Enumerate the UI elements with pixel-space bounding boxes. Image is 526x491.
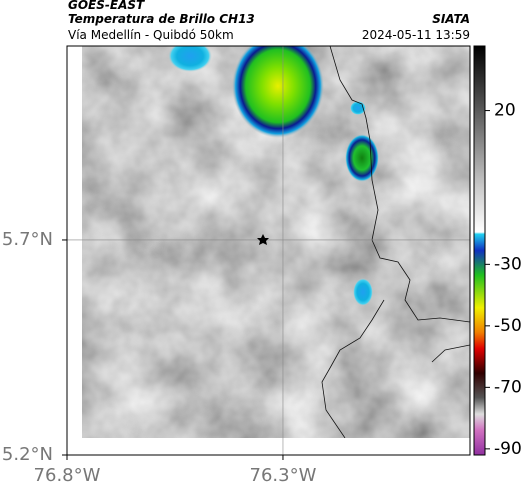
imagery: [82, 46, 470, 438]
border: [321, 299, 385, 438]
region: Vía Medellín - Quibdó 50km: [68, 28, 234, 42]
product: Temperatura de Brillo CH13: [68, 12, 255, 26]
storm-cell: [350, 101, 366, 115]
storm-cell: [168, 46, 212, 72]
border: [431, 344, 470, 363]
colorbar-tick-label: -50: [494, 316, 522, 336]
x-tick-label: 76.3°W: [250, 465, 317, 486]
colorbar: [473, 45, 486, 456]
y-tick-label: 5.7°N: [2, 229, 53, 250]
source: GOES-EAST: [68, 0, 145, 12]
storm-cell: [353, 278, 373, 306]
map-frame: [66, 45, 471, 456]
storm-cell: [345, 134, 379, 182]
colorbar-tick-label: -90: [494, 439, 522, 459]
storm-cell: [232, 46, 324, 138]
location-marker: [257, 234, 269, 245]
x-tick-label: 76.8°W: [34, 465, 101, 486]
y-tick-label: 5.2°N: [2, 444, 53, 465]
org: SIATA: [432, 12, 470, 26]
colorbar-tick-label: -30: [494, 254, 522, 274]
border: [329, 46, 470, 323]
timestamp: 2024-05-11 13:59: [361, 28, 470, 42]
colorbar-tick-label: -70: [494, 377, 522, 397]
colorbar-tick-label: 20: [494, 101, 516, 121]
